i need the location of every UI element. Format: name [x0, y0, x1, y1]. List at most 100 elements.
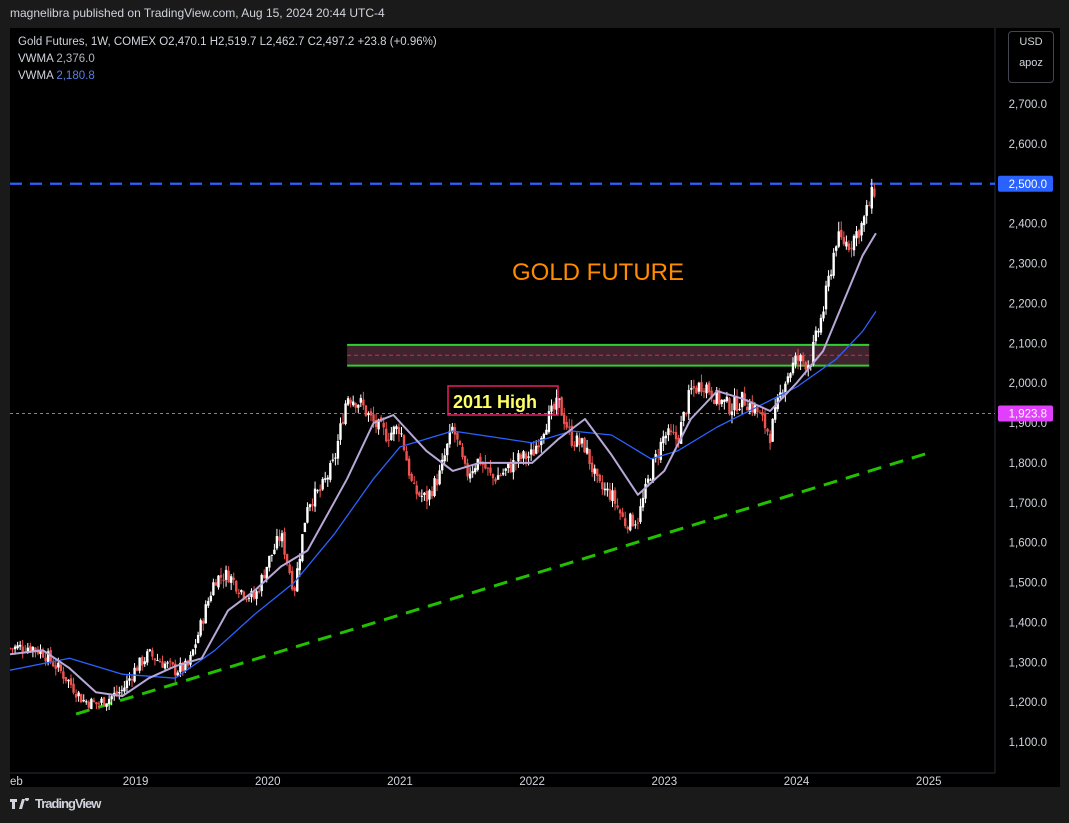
candle-body [491, 474, 495, 479]
y-tick-label: 1,700.0 [1009, 498, 1047, 510]
candle-body [354, 403, 357, 408]
candle-body [758, 412, 762, 414]
candle-body [873, 188, 876, 197]
candle-body [834, 246, 838, 251]
candle-body [583, 437, 586, 453]
candle-body [74, 694, 78, 698]
currency-sub: apoz [1019, 57, 1043, 69]
candle-body [629, 513, 632, 531]
candle-body [357, 404, 360, 408]
candle-body [179, 662, 182, 673]
candle-body [842, 237, 846, 245]
candle-body [720, 399, 724, 404]
candle-body [618, 509, 622, 514]
candle-body [545, 429, 548, 435]
symbol-ohlc-line[interactable]: Gold Futures, 1W, COMEX O2,470.1 H2,519.… [18, 36, 437, 48]
candle-body [273, 549, 276, 555]
vwma-fast-line[interactable] [10, 232, 877, 698]
candle-body [857, 229, 861, 238]
candle-body [761, 412, 764, 416]
candle-body [753, 405, 757, 414]
candle-body [344, 403, 347, 425]
candle-body [387, 439, 390, 441]
candle-body [100, 698, 103, 703]
candle-body [862, 216, 866, 226]
candle-body [209, 595, 213, 601]
chart-panel[interactable]: 2,700.0 2,600.0 2,500.0 2,400.0 2,300.0 2,200… [10, 28, 1060, 787]
candle-body [730, 411, 734, 416]
candle-body [313, 488, 317, 507]
y-tick-label: 1,400.0 [1009, 617, 1047, 629]
currency-selector[interactable]: USD apoz [1008, 31, 1054, 83]
candle-body [298, 558, 302, 571]
candle-body [229, 576, 233, 583]
candle-body [87, 701, 91, 708]
candle-body [822, 311, 825, 319]
y-tick-label: 1,800.0 [1009, 458, 1047, 470]
candle-body [77, 692, 80, 697]
candle-body [301, 534, 304, 562]
candle-body [268, 555, 271, 568]
candle-body [395, 426, 398, 430]
candle-body [677, 437, 680, 443]
x-tick-label: 2024 [784, 776, 810, 787]
candle-body [428, 490, 431, 500]
price-chart[interactable]: 2,700.0 2,600.0 2,500.0 2,400.0 2,300.0 2,200… [10, 28, 1060, 787]
candle-body [557, 398, 561, 400]
candle-body [194, 644, 197, 648]
candle-body [679, 421, 683, 444]
candle-body [128, 678, 131, 681]
candle-body [341, 421, 345, 424]
candle-body [552, 403, 556, 410]
candle-body [507, 463, 510, 469]
candle-body [608, 489, 612, 500]
vwma2-label[interactable]: VWMA [18, 70, 54, 82]
candle-body [695, 387, 698, 394]
x-tick-label: 2023 [652, 776, 678, 787]
candle-body [837, 231, 840, 247]
candle-body [207, 600, 210, 606]
candle-body [346, 398, 350, 405]
candle-body [494, 478, 497, 482]
candle-body [26, 647, 29, 652]
y-tick-label: 2,300.0 [1009, 259, 1047, 271]
candle-body [385, 428, 388, 442]
candle-body [860, 222, 863, 236]
candle-body [474, 468, 477, 473]
y-tick-label: 2,700.0 [1009, 99, 1047, 111]
candle-body [67, 679, 70, 682]
candle-body [390, 432, 393, 440]
vwma1-label[interactable]: VWMA [18, 53, 54, 65]
candle-body [423, 492, 426, 496]
candle-body [466, 463, 469, 477]
candle-body [662, 436, 665, 444]
candle-body [153, 658, 157, 661]
candle-body [13, 646, 17, 650]
candle-body [542, 433, 546, 440]
candle-body [69, 678, 73, 685]
candle-body [641, 497, 645, 508]
candle-body [181, 662, 185, 672]
x-tick-label: 2022 [519, 776, 545, 787]
candle-body [789, 373, 792, 378]
candle-body [21, 646, 24, 652]
candle-body [458, 441, 462, 445]
candle-body [504, 468, 507, 471]
candle-body [646, 478, 650, 483]
candle-body [540, 438, 543, 446]
candle-body [585, 447, 589, 454]
candle-body [324, 478, 327, 480]
candle-body [796, 356, 800, 361]
candle-body [550, 405, 553, 412]
candle-body [700, 382, 703, 393]
candle-body [362, 399, 365, 406]
vwma-slow-line[interactable] [10, 311, 877, 679]
candle-body [196, 634, 200, 643]
candle-body [405, 451, 408, 461]
candle-body [832, 252, 835, 276]
candle-body [52, 662, 55, 667]
candle-body [519, 454, 523, 459]
support-trendline[interactable] [75, 451, 930, 716]
candle-body [735, 396, 739, 412]
candle-body [496, 475, 500, 480]
